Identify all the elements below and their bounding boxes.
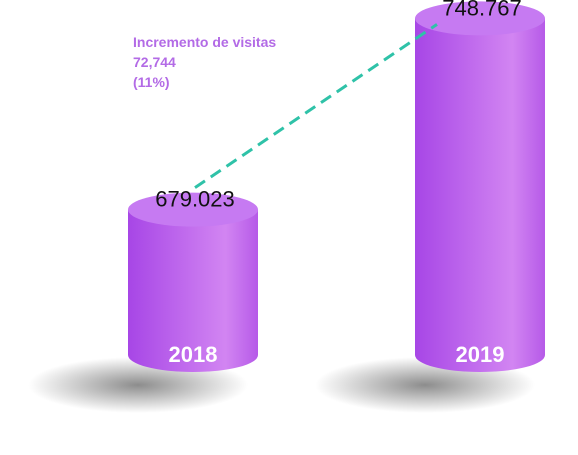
annotation-line: 72,744: [133, 54, 176, 70]
annotation-line: (11%): [133, 74, 170, 90]
cylinder: [415, 18, 545, 372]
connector: [194, 23, 438, 189]
cylinder-top: [415, 1, 545, 36]
annotation-line: Incremento de visitas: [133, 34, 276, 50]
annotation: Incremento de visitas 72,744 (11%): [133, 34, 276, 90]
category-label: 2019: [456, 342, 505, 367]
category-label: 2018: [169, 342, 218, 367]
cylinder: [128, 209, 258, 372]
plot: 2018 2019 679.023 748.767: [28, 0, 545, 413]
cylinder-top: [128, 192, 258, 227]
value-label: 679.023: [155, 187, 235, 212]
value-label: 748.767: [442, 0, 522, 20]
